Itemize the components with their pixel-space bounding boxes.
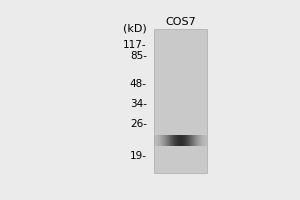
Bar — [154, 29, 207, 173]
Text: 34-: 34- — [130, 99, 147, 109]
Text: 117-: 117- — [123, 40, 147, 50]
Text: COS7: COS7 — [165, 17, 196, 27]
Text: 48-: 48- — [130, 79, 147, 89]
Text: 26-: 26- — [130, 119, 147, 129]
Text: 85-: 85- — [130, 51, 147, 61]
Text: (kD): (kD) — [123, 23, 147, 33]
Text: 19-: 19- — [130, 151, 147, 161]
